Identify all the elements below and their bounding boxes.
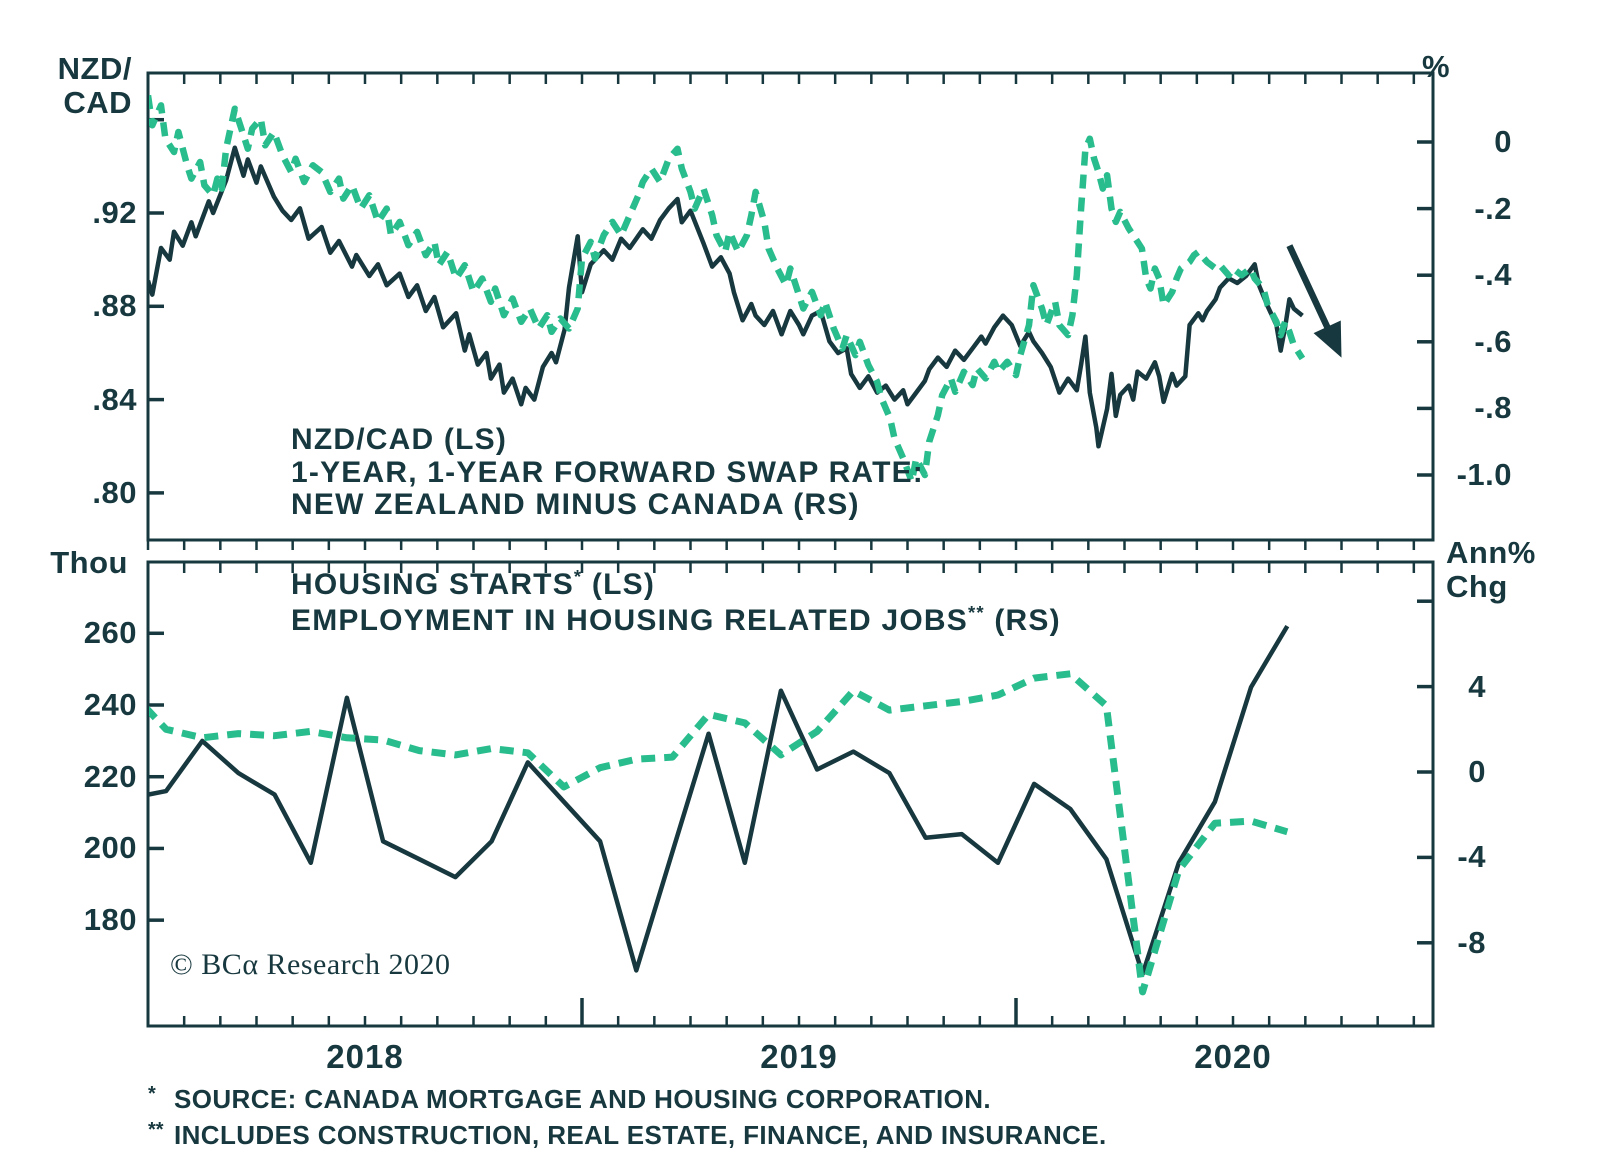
legend-label: HOUSING STARTS* (LS) (291, 566, 655, 602)
footnotes: * SOURCE: CANADA MORTGAGE AND HOUSING CO… (148, 1083, 1107, 1156)
top-left-tick-label: .80 (92, 474, 137, 510)
legend-label-text: HOUSING STARTS (291, 568, 574, 601)
bottom-right-tick-label: -8 (1457, 924, 1486, 960)
nzdcad-line (149, 145, 1304, 449)
top-left-tick-label: .88 (92, 288, 137, 324)
top-left-axis-title: NZD/ CAD (40, 52, 132, 120)
top-right-tick-label: 0 (1494, 124, 1512, 159)
solid-line-swatch (205, 582, 277, 587)
axis-title-line: Chg (1446, 569, 1508, 604)
copyright-notice: © BCα Research 2020 (170, 948, 451, 981)
bottom-left-tick-label: 180 (83, 902, 137, 938)
legend-label: NZD/CAD (LS) (291, 423, 508, 456)
footnote-marker: ** (148, 1119, 164, 1141)
dashed-line-swatch (205, 469, 277, 477)
bottom-axis-ticks (148, 599, 1433, 945)
legend-label: EMPLOYMENT IN HOUSING RELATED JOBS** (RS… (291, 602, 1061, 638)
legend-item-nzdcad: NZD/CAD (LS) (205, 423, 507, 457)
bottom-left-tick-label: 240 (83, 687, 137, 722)
legend-label-text: (RS) (984, 604, 1061, 637)
x-axis-year-label: 2019 (760, 1038, 838, 1075)
bottom-right-tick-label: 4 (1468, 668, 1486, 704)
bottom-right-tick-label: 0 (1468, 754, 1486, 789)
legend-label: 1-YEAR, 1-YEAR FORWARD SWAP RATE: (291, 456, 924, 489)
legend-item-employment: EMPLOYMENT IN HOUSING RELATED JOBS** (RS… (205, 602, 1061, 638)
top-minor-ticks (146, 74, 1416, 550)
axis-title-line: Ann% (1446, 535, 1536, 570)
top-axis-ticks (148, 117, 1433, 495)
solid-line-swatch (205, 438, 277, 443)
footnote-marker: * (148, 1083, 156, 1105)
top-right-tick-label: -.4 (1474, 257, 1512, 293)
bottom-right-axis-title: Ann% Chg (1446, 536, 1536, 604)
legend-item-housing-starts: HOUSING STARTS* (LS) (205, 566, 655, 602)
footnote-line: ** INCLUDES CONSTRUCTION, REAL ESTATE, F… (148, 1119, 1107, 1150)
housing-starts-line (149, 624, 1290, 977)
top-left-tick-label: .92 (92, 195, 137, 230)
x-axis-year-label: 2018 (326, 1038, 404, 1075)
legend-label-text: EMPLOYMENT IN HOUSING RELATED JOBS (291, 604, 968, 637)
top-right-tick-label: -.6 (1474, 323, 1512, 359)
x-axis-year-label: 2020 (1194, 1038, 1272, 1075)
top-right-axis-title: % (1422, 49, 1451, 84)
trend-arrow-shaft (1286, 244, 1333, 334)
footnote-line: * SOURCE: CANADA MORTGAGE AND HOUSING CO… (148, 1083, 1107, 1114)
footnote-marker: * (573, 566, 583, 587)
bottom-left-tick-label: 220 (83, 758, 137, 794)
dashed-line-swatch (205, 616, 277, 624)
trend-arrow-head (1313, 320, 1342, 358)
axis-title-line: NZD/ (57, 51, 132, 86)
footnote-text: SOURCE: CANADA MORTGAGE AND HOUSING CORP… (174, 1084, 992, 1114)
swap-rate-line (149, 94, 1306, 485)
top-right-tick-label: -.8 (1474, 390, 1512, 426)
bottom-left-tick-label: 260 (83, 615, 137, 651)
legend-label-text: (LS) (582, 568, 656, 601)
top-left-tick-label: .84 (92, 381, 137, 417)
bottom-panel-frame (146, 560, 1435, 1028)
top-right-tick-label: -1.0 (1456, 457, 1512, 492)
bottom-right-tick-label: -4 (1457, 839, 1486, 875)
top-right-tick-label: -.2 (1474, 190, 1512, 226)
legend-item-swap-rate: 1-YEAR, 1-YEAR FORWARD SWAP RATE: (205, 456, 924, 490)
employment-line (149, 670, 1289, 996)
axis-title-line: CAD (63, 85, 132, 120)
bottom-left-tick-label: 200 (83, 830, 137, 866)
legend-item-swap-rate-line2: NEW ZEALAND MINUS CANADA (RS) (291, 488, 860, 522)
footnote-text: INCLUDES CONSTRUCTION, REAL ESTATE, FINA… (174, 1120, 1107, 1150)
bottom-minor-ticks (146, 563, 1416, 1025)
legend-label: NEW ZEALAND MINUS CANADA (RS) (291, 488, 860, 521)
bottom-left-axis-title: Thou (50, 545, 128, 580)
footnote-marker: ** (967, 602, 985, 623)
